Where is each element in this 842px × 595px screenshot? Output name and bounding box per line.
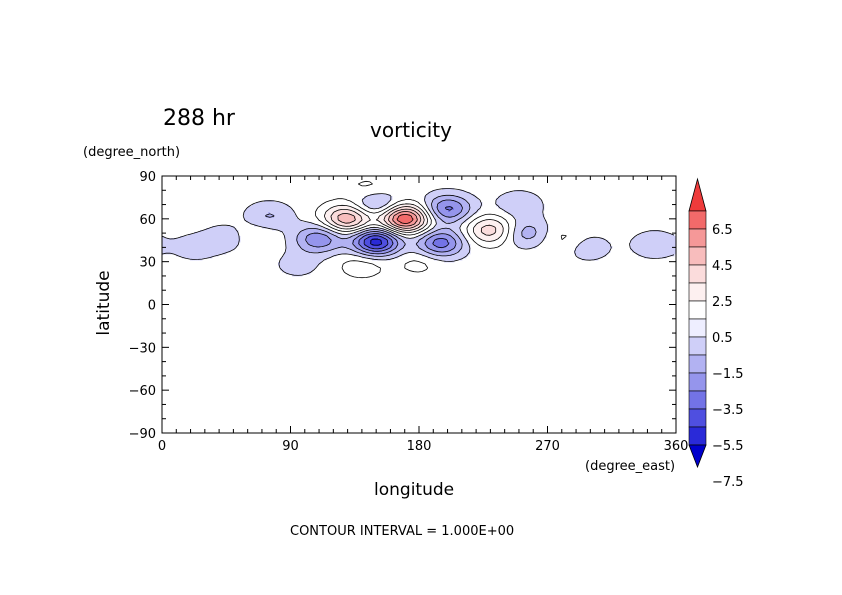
colorbar-segment <box>688 354 707 374</box>
colorbar-segment <box>688 426 707 446</box>
contour-line <box>396 214 414 225</box>
y-tick-label: −90 <box>129 427 156 442</box>
y-axis-unit: (degree_north) <box>83 145 181 160</box>
contour-line <box>337 208 422 229</box>
axis-ticks <box>161 175 677 434</box>
colorbar-segment <box>688 228 707 248</box>
y-tick-label: 60 <box>139 213 156 228</box>
vorticity-field <box>162 180 677 279</box>
colorbar-label: 6.5 <box>712 223 733 238</box>
colorbar-segment <box>688 336 707 356</box>
x-tick-label: 360 <box>664 439 689 454</box>
colorbar-segment <box>688 210 707 230</box>
x-tick-label: 0 <box>158 439 166 454</box>
colorbar-segment <box>688 246 707 266</box>
y-tick-label: −30 <box>129 341 156 356</box>
contour-line <box>161 188 675 276</box>
x-tick-label: 90 <box>282 439 299 454</box>
contour-lines <box>161 180 675 279</box>
colorbar-label: −5.5 <box>712 439 744 454</box>
x-tick-label: 180 <box>407 439 432 454</box>
colorbar-segment <box>688 300 707 320</box>
colorbar-label: −7.5 <box>712 475 744 490</box>
colorbar-label: −1.5 <box>712 367 744 382</box>
x-axis-unit: (degree_east) <box>585 459 676 474</box>
contour-line <box>363 235 389 250</box>
colorbar-segment <box>688 318 707 338</box>
contour-interval-note: CONTOUR INTERVAL = 1.000E+00 <box>290 524 515 539</box>
y-tick-label: 90 <box>139 170 156 185</box>
colorbar-label: 2.5 <box>712 295 733 310</box>
x-tick-label: 270 <box>535 439 560 454</box>
contour-line <box>323 203 504 242</box>
colorbar-label: 0.5 <box>712 331 733 346</box>
contour-line <box>370 238 383 246</box>
contour-line <box>305 199 463 255</box>
y-tick-label: 30 <box>139 256 156 271</box>
colorbar-segment <box>688 408 707 428</box>
colorbar-bottom-extension <box>688 444 707 469</box>
y-tick-label: −60 <box>129 384 156 399</box>
colorbar-segment <box>688 372 707 392</box>
colorbar-top-extension <box>688 177 707 212</box>
colorbar-label: −3.5 <box>712 403 744 418</box>
colorbar-segment <box>688 282 707 302</box>
contour-line <box>315 180 567 279</box>
colorbar-label: 4.5 <box>712 259 733 274</box>
contour-line <box>330 206 497 236</box>
x-axis-label: longitude <box>374 480 455 500</box>
colorbar-segment <box>688 264 707 284</box>
time-label: 288 hr <box>163 106 235 131</box>
chart-title: vorticity <box>370 118 452 142</box>
contour-line <box>358 206 454 252</box>
colorbar <box>688 177 707 469</box>
y-tick-label: 0 <box>148 299 156 314</box>
colorbar-segment <box>688 390 707 410</box>
contour-line <box>392 211 418 227</box>
contour-line <box>265 194 537 257</box>
